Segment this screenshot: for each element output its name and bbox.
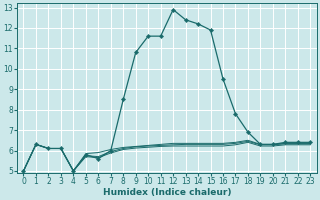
X-axis label: Humidex (Indice chaleur): Humidex (Indice chaleur) bbox=[103, 188, 231, 197]
